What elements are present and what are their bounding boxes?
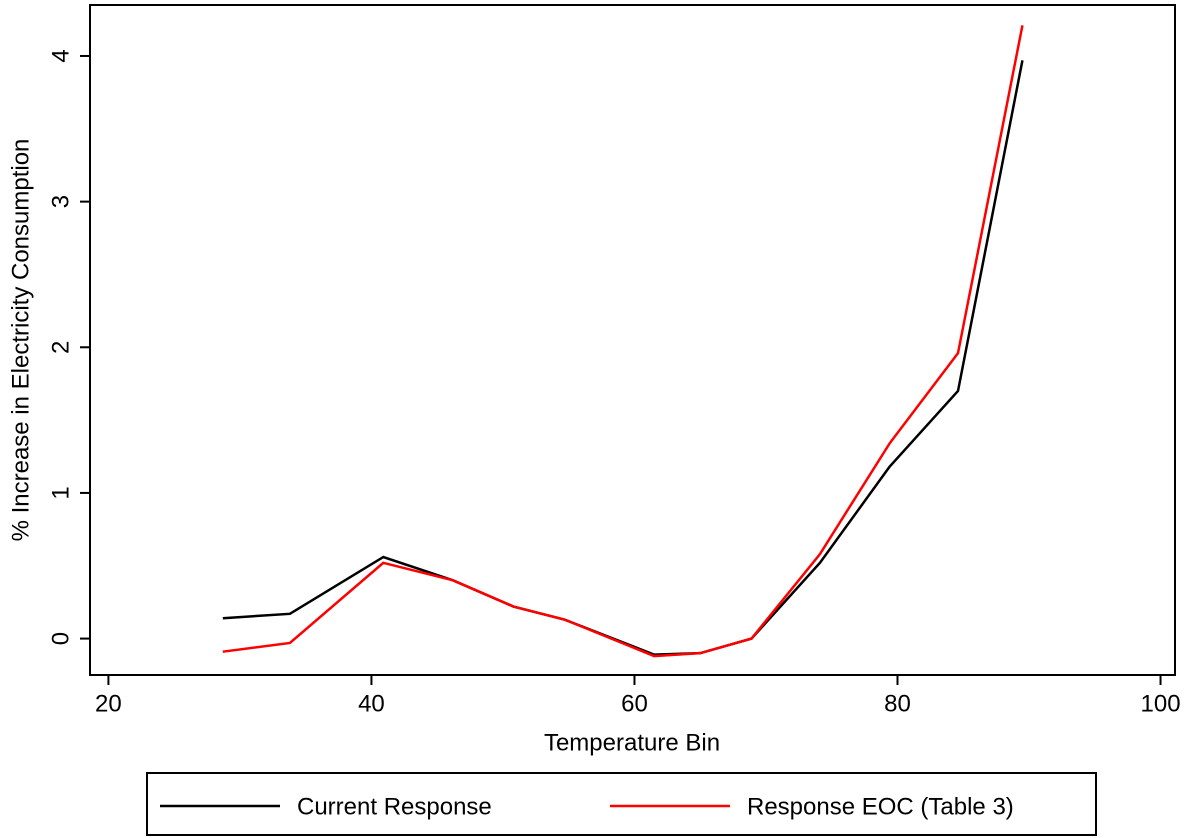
x-tick-label: 40 <box>358 690 385 717</box>
x-axis-label: Temperature Bin <box>544 729 720 756</box>
y-tick-label: 1 <box>47 486 74 499</box>
y-tick-label: 4 <box>47 49 74 62</box>
x-tick-label: 60 <box>621 690 648 717</box>
y-axis-label: % Increase in Electricity Consumption <box>7 139 34 542</box>
legend-box <box>146 772 1097 836</box>
legend-label: Current Response <box>297 793 492 820</box>
series-line <box>222 60 1024 656</box>
y-tick-label: 0 <box>47 632 74 645</box>
x-tick-label: 20 <box>95 690 122 717</box>
x-tick-label: 100 <box>1141 690 1181 717</box>
y-tick-label: 2 <box>47 341 74 354</box>
plot-frame <box>89 4 1176 676</box>
x-tick-label: 80 <box>884 690 911 717</box>
legend-label: Response EOC (Table 3) <box>747 793 1014 820</box>
y-tick-label: 3 <box>47 195 74 208</box>
series-line <box>222 25 1024 658</box>
